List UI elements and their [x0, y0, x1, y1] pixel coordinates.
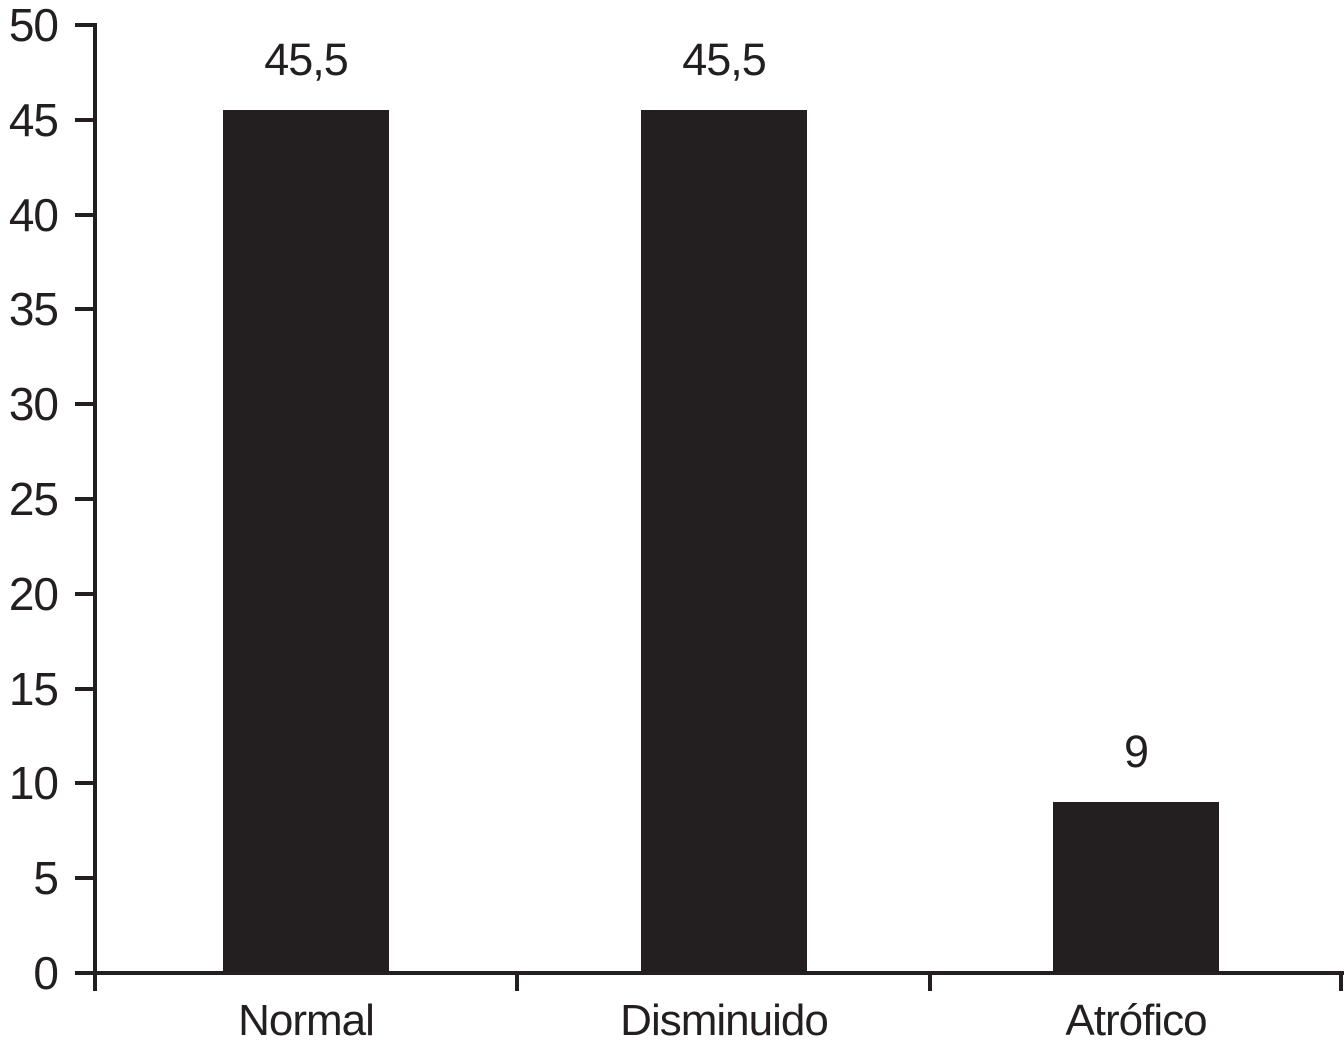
- y-axis-tick: [75, 118, 95, 122]
- y-axis-tick: [75, 402, 95, 406]
- x-axis-tick: [93, 973, 97, 991]
- y-tick-label: 35: [8, 283, 59, 335]
- y-axis-tick: [75, 781, 95, 785]
- category-label-atrofico: Atrófico: [1065, 996, 1207, 1045]
- bar-atrofico: [1053, 802, 1219, 973]
- value-label-disminuido: 45,5: [682, 34, 767, 85]
- category-label-disminuido: Disminuido: [620, 996, 829, 1045]
- y-axis-line: [93, 23, 97, 991]
- y-tick-label: 5: [33, 852, 59, 904]
- y-axis-tick: [75, 971, 95, 975]
- y-tick-label: 0: [33, 947, 59, 999]
- y-tick-label: 20: [8, 568, 59, 620]
- y-axis-tick: [75, 876, 95, 880]
- y-tick-label: 45: [8, 94, 59, 146]
- y-tick-label: 25: [8, 473, 59, 525]
- y-tick-label: 30: [8, 378, 59, 430]
- y-axis-tick: [75, 307, 95, 311]
- bar-disminuido: [641, 110, 807, 973]
- category-label-normal: Normal: [238, 996, 375, 1045]
- value-label-atrofico: 9: [1123, 726, 1149, 777]
- bar-normal: [223, 110, 389, 973]
- y-tick-label: 40: [8, 189, 59, 241]
- x-axis-tick: [515, 973, 519, 991]
- y-axis-tick: [75, 687, 95, 691]
- y-tick-label: 15: [8, 663, 59, 715]
- value-label-normal: 45,5: [264, 34, 349, 85]
- y-axis-tick: [75, 213, 95, 217]
- y-axis-tick: [75, 497, 95, 501]
- y-tick-label: 50: [8, 0, 59, 51]
- y-axis-tick: [75, 23, 95, 27]
- x-axis-line: [93, 971, 1344, 975]
- x-axis-tick: [1339, 973, 1343, 991]
- x-axis-tick: [928, 973, 932, 991]
- y-tick-label: 10: [8, 757, 59, 809]
- y-axis-tick: [75, 592, 95, 596]
